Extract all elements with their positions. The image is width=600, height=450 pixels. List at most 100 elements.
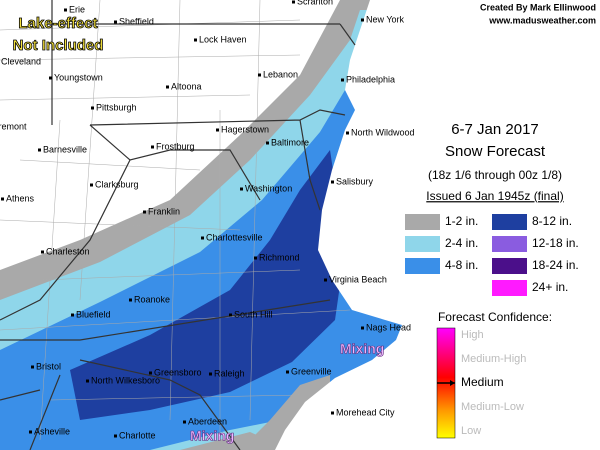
city-label: Fremont — [0, 121, 27, 131]
city-label: Cleveland — [1, 56, 41, 66]
mixing-labels: Mixing Mixing — [190, 340, 385, 444]
lake-effect-note: Lake-effect Not Included — [12, 15, 104, 55]
city-dot — [1, 197, 4, 201]
confidence-level: Medium-Low — [461, 401, 524, 413]
city-label: Asheville — [34, 426, 70, 436]
city-dot — [166, 85, 169, 89]
city-dot — [49, 76, 52, 80]
header-period: (18z 1/6 through 00z 1/8) — [428, 168, 562, 182]
mixing-label: Mixing — [340, 341, 384, 357]
city-dot — [361, 326, 364, 330]
city-dot — [71, 313, 74, 317]
city-label: Raleigh — [214, 368, 245, 378]
city-dot — [151, 145, 154, 149]
city-label: Bristol — [36, 361, 61, 371]
city-label: Barnesville — [43, 144, 87, 154]
city-dot — [324, 278, 327, 282]
note-line: Not Included — [13, 37, 104, 54]
city-label: Nags Head — [366, 322, 411, 332]
city-label: Charleston — [46, 246, 90, 256]
city-dot — [194, 38, 197, 42]
city-label: Richmond — [259, 252, 300, 262]
city-label: Bluefield — [76, 309, 111, 319]
city-dot — [240, 187, 243, 191]
legend-swatch — [405, 236, 440, 252]
legend-swatch — [492, 236, 527, 252]
city-dot — [266, 141, 269, 145]
city-dot — [114, 434, 117, 438]
credits: Created By Mark Ellinwood www.madusweath… — [480, 2, 596, 25]
city-label: Youngstown — [54, 72, 103, 82]
city-label: Clarksburg — [95, 179, 139, 189]
city-label: Franklin — [148, 206, 180, 216]
city-label: Greenville — [291, 366, 332, 376]
city-dot — [129, 298, 132, 302]
band-coastal — [240, 375, 330, 450]
legend: 1-2 in. 2-4 in. 4-8 in. 8-12 in. 12-18 in. 18… — [405, 214, 579, 296]
city-dot — [64, 8, 67, 12]
credit-author: Created By Mark Ellinwood — [480, 2, 596, 12]
city-label: Athens — [6, 193, 35, 203]
city-dot — [90, 183, 93, 187]
confidence-arrow — [450, 380, 455, 386]
city-label: North Wilkesboro — [91, 375, 160, 385]
city-label: Philadelphia — [346, 74, 395, 84]
legend-label: 18-24 in. — [532, 258, 579, 272]
city-dot — [31, 365, 34, 369]
legend-swatch — [492, 258, 527, 274]
legend-label: 24+ in. — [532, 280, 568, 294]
city-dot — [114, 20, 117, 24]
legend-swatch — [492, 214, 527, 230]
city-dot — [29, 430, 32, 434]
city-labels: Erie Sheffield Scranton New York Cleveland Lo… — [0, 0, 415, 440]
city-label: Roanoke — [134, 294, 170, 304]
city-dot — [86, 379, 89, 383]
city-label: Charlotte — [119, 430, 156, 440]
city-label: Lebanon — [263, 69, 298, 79]
city-label: Lock Haven — [199, 34, 247, 44]
city-label: Hagerstown — [221, 124, 269, 134]
city-label: Charlottesville — [206, 232, 263, 242]
city-label: Virginia Beach — [329, 274, 387, 284]
city-dot — [331, 411, 334, 415]
city-dot — [331, 180, 334, 184]
city-dot — [292, 0, 295, 4]
city-label: Sheffield — [119, 16, 154, 26]
legend-label: 12-18 in. — [532, 236, 579, 250]
legend-swatch — [405, 214, 440, 230]
mixing-label: Mixing — [190, 428, 234, 444]
city-dot — [41, 250, 44, 254]
city-label: North Wildwood — [351, 127, 415, 137]
legend-label: 4-8 in. — [445, 258, 478, 272]
city-dot — [361, 18, 364, 22]
header-subtitle: Snow Forecast — [445, 143, 546, 160]
city-label: Morehead City — [336, 407, 395, 417]
confidence-level: Low — [461, 425, 481, 437]
city-label: South Hill — [234, 309, 273, 319]
city-dot — [229, 313, 232, 317]
city-dot — [183, 420, 186, 424]
city-dot — [286, 370, 289, 374]
city-dot — [38, 148, 41, 152]
legend-label: 2-4 in. — [445, 236, 478, 250]
city-dot — [209, 372, 212, 376]
legend-swatch — [492, 280, 527, 296]
confidence-level: Medium-High — [461, 353, 526, 365]
confidence-level: High — [461, 329, 484, 341]
city-dot — [149, 371, 152, 375]
city-label: Salisbury — [336, 176, 374, 186]
city-dot — [258, 73, 261, 77]
city-label: Altoona — [171, 81, 202, 91]
header-issued: Issued 6 Jan 1945z (final) — [426, 189, 563, 203]
city-label: Aberdeen — [188, 416, 227, 426]
confidence-scale: Forecast Confidence: High Medium-High Medi… — [436, 310, 552, 439]
band-8-12 — [70, 150, 345, 420]
confidence-level: Medium — [461, 375, 504, 389]
header-title: 6-7 Jan 2017 — [451, 121, 539, 138]
legend-label: 1-2 in. — [445, 214, 478, 228]
city-dot — [341, 78, 344, 82]
city-label: Erie — [69, 4, 85, 14]
legend-label: 8-12 in. — [532, 214, 572, 228]
city-label: Frostburg — [156, 141, 195, 151]
